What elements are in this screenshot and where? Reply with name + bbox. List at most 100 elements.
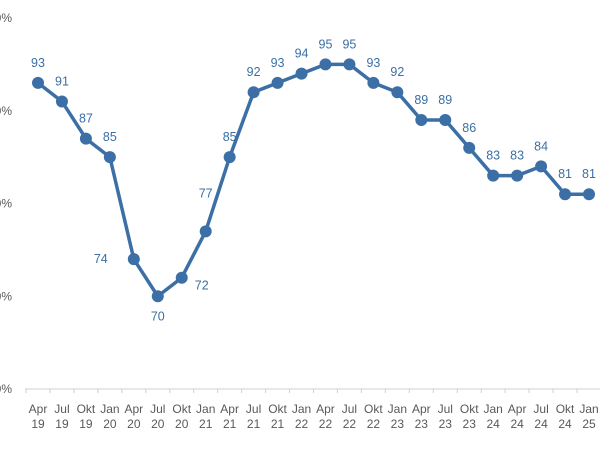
data-label: 87 — [79, 112, 93, 126]
x-tick-month: Apr — [220, 402, 239, 416]
data-label: 81 — [582, 167, 596, 181]
data-point — [559, 188, 572, 201]
x-tick-label: Jan 24 — [483, 402, 502, 431]
x-tick-month: Jan — [579, 402, 598, 416]
x-tick-month: Jul — [150, 402, 165, 416]
data-point — [583, 188, 595, 201]
x-tick-label: Jan 23 — [388, 402, 407, 431]
x-tick-month: Okt — [460, 402, 479, 416]
x-tick-label: Jul 24 — [533, 402, 548, 431]
x-tick-label: Apr 22 — [316, 402, 335, 431]
x-tick-year: 23 — [439, 417, 453, 431]
x-tick-month: Okt — [77, 402, 96, 416]
x-tick-year: 24 — [558, 417, 572, 431]
y-tick-label: 60% — [0, 382, 12, 396]
x-tick-month: Jul — [533, 402, 548, 416]
x-tick-year: 19 — [79, 417, 93, 431]
x-tick-month: Jan — [292, 402, 311, 416]
data-label: 94 — [295, 47, 309, 61]
x-tick-month: Okt — [268, 402, 287, 416]
x-tick-label: Okt 19 — [77, 402, 96, 431]
x-tick-month: Jul — [342, 402, 357, 416]
data-label: 91 — [55, 74, 69, 88]
x-tick-month: Okt — [172, 402, 191, 416]
x-tick-label: Apr 20 — [124, 402, 143, 431]
data-label: 89 — [438, 93, 452, 107]
data-point — [367, 76, 380, 89]
x-tick-month: Apr — [412, 402, 431, 416]
x-tick-year: 21 — [223, 417, 237, 431]
x-tick-year: 19 — [55, 417, 69, 431]
x-tick-month: Okt — [556, 402, 575, 416]
data-label: 95 — [342, 37, 356, 51]
x-tick-month: Jan — [100, 402, 119, 416]
data-label: 95 — [319, 37, 333, 51]
x-tick-label: Jan 25 — [579, 402, 598, 431]
data-point — [271, 76, 284, 89]
x-tick-month: Apr — [124, 402, 143, 416]
data-point — [295, 67, 308, 80]
data-label: 70 — [151, 309, 165, 323]
x-tick-year: 25 — [582, 417, 596, 431]
x-tick-year: 22 — [295, 417, 309, 431]
x-tick-label: Okt 22 — [364, 402, 383, 431]
x-tick-label: Apr 19 — [29, 402, 48, 431]
x-tick-year: 21 — [271, 417, 285, 431]
data-label: 93 — [31, 56, 45, 70]
x-tick-year: 23 — [415, 417, 429, 431]
data-point — [199, 225, 212, 238]
data-point — [487, 169, 500, 182]
data-point — [343, 58, 356, 71]
x-tick-label: Apr 23 — [412, 402, 431, 431]
data-point — [391, 86, 404, 99]
x-tick-month: Jan — [483, 402, 502, 416]
data-point — [223, 151, 236, 164]
data-point — [175, 271, 188, 284]
x-tick-year: 20 — [151, 417, 165, 431]
y-tick-label: 100% — [0, 11, 12, 25]
x-tick-label: Jul 22 — [342, 402, 357, 431]
x-tick-year: 23 — [463, 417, 477, 431]
x-tick-month: Jan — [196, 402, 215, 416]
data-label: 85 — [103, 130, 117, 144]
x-tick-label: Jul 19 — [54, 402, 69, 431]
x-tick-year: 24 — [486, 417, 500, 431]
x-tick-label: Okt 20 — [172, 402, 191, 431]
data-point — [247, 86, 260, 99]
data-label: 89 — [414, 93, 428, 107]
data-label: 74 — [94, 252, 108, 266]
data-label: 81 — [558, 167, 572, 181]
y-tick-label: 70% — [0, 289, 12, 303]
data-point — [415, 114, 428, 127]
data-point — [127, 253, 140, 266]
x-tick-year: 20 — [103, 417, 117, 431]
data-point — [55, 95, 68, 108]
x-tick-month: Jul — [246, 402, 261, 416]
data-point — [103, 151, 116, 164]
x-tick-label: Okt 21 — [268, 402, 287, 431]
data-label: 93 — [271, 56, 285, 70]
x-tick-month: Jul — [438, 402, 453, 416]
x-tick-label: Okt 24 — [556, 402, 575, 431]
x-tick-year: 20 — [175, 417, 189, 431]
x-tick-label: Okt 23 — [460, 402, 479, 431]
x-tick-year: 20 — [127, 417, 141, 431]
x-tick-month: Apr — [316, 402, 335, 416]
x-tick-label: Jan 21 — [196, 402, 215, 431]
data-label: 85 — [223, 130, 237, 144]
x-tick-year: 24 — [510, 417, 524, 431]
data-point — [535, 160, 548, 173]
data-point — [151, 290, 164, 303]
data-point — [32, 76, 44, 89]
x-tick-year: 23 — [391, 417, 405, 431]
x-tick-label: Apr 21 — [220, 402, 239, 431]
data-label: 83 — [486, 149, 500, 163]
data-label: 84 — [534, 139, 548, 153]
x-tick-year: 22 — [343, 417, 357, 431]
data-label: 92 — [390, 65, 404, 79]
data-point — [319, 58, 332, 71]
x-tick-label: Jan 20 — [100, 402, 119, 431]
data-label: 83 — [510, 149, 524, 163]
x-tick-month: Okt — [364, 402, 383, 416]
